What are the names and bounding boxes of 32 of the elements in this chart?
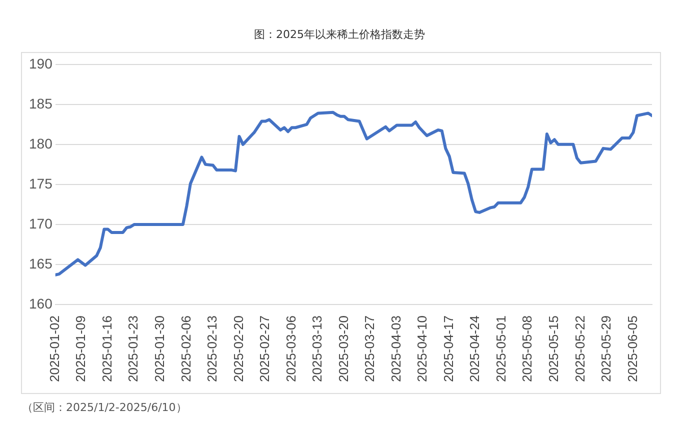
x-tick-label: 2025-03-27 — [362, 316, 378, 382]
x-tick-label: 2025-01-23 — [126, 316, 141, 382]
y-tick-label: 190 — [29, 55, 53, 72]
x-tick-label: 2025-06-05 — [624, 316, 640, 382]
x-tick-label: 2025-01-30 — [152, 316, 168, 382]
x-tick-label: 2025-05-22 — [572, 316, 588, 382]
x-tick-label: 2025-05-15 — [546, 316, 562, 382]
x-tick-label: 2025-03-13 — [310, 316, 325, 382]
x-tick-label: 2025-01-16 — [99, 316, 114, 382]
x-tick-label: 2025-05-08 — [520, 316, 535, 382]
y-tick-label: 175 — [29, 175, 53, 192]
y-tick-label: 165 — [29, 255, 53, 272]
y-tick-label: 185 — [29, 95, 53, 112]
x-tick-label: 2025-05-01 — [493, 316, 508, 382]
y-tick-label: 180 — [29, 135, 53, 152]
chart-title: 图：2025年以来稀土价格指数走势 — [253, 27, 426, 42]
y-tick-label: 160 — [29, 295, 53, 312]
y-tick-label: 170 — [29, 215, 53, 232]
x-tick-label: 2025-01-02 — [46, 316, 62, 382]
x-tick-label: 2025-01-09 — [73, 316, 88, 382]
x-tick-label: 2025-04-10 — [414, 316, 430, 382]
x-tick-label: 2025-02-13 — [204, 316, 220, 382]
x-tick-label: 2025-04-03 — [388, 316, 404, 382]
x-tick-label: 2025-02-20 — [230, 316, 246, 382]
x-tick-label: 2025-03-20 — [336, 316, 351, 382]
x-tick-label: 2025-03-06 — [283, 316, 298, 382]
x-tick-label: 2025-04-24 — [467, 316, 482, 382]
x-tick-label: 2025-02-27 — [257, 316, 272, 382]
x-tick-label: 2025-02-06 — [178, 316, 194, 382]
text: （区间：2025/1/2-2025/6/10） — [22, 400, 187, 415]
x-tick-label: 2025-04-17 — [440, 316, 456, 382]
x-tick-label: 2025-05-29 — [598, 316, 614, 382]
